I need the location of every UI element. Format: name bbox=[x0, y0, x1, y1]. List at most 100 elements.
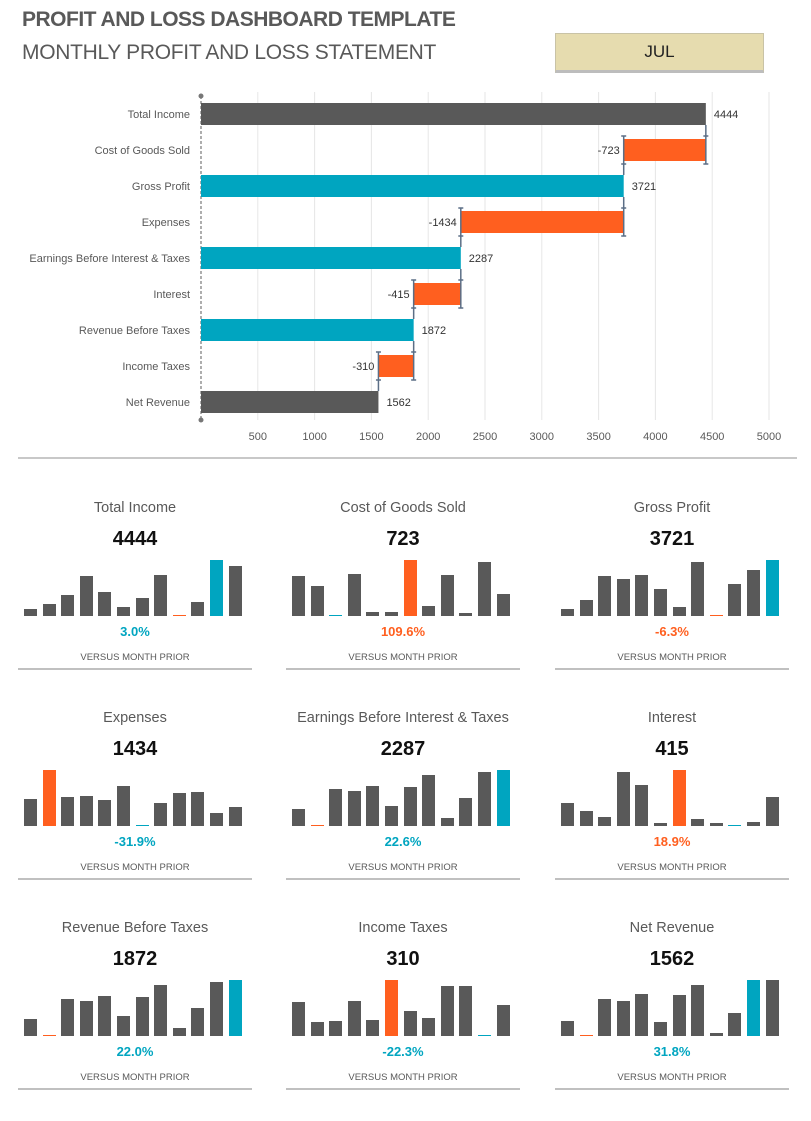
sparkline-bar bbox=[347, 1000, 361, 1036]
category-label: Gross Profit bbox=[132, 181, 190, 193]
kpi-sparkline bbox=[24, 770, 246, 826]
sparkline-bar bbox=[366, 786, 380, 826]
kpi-underline bbox=[286, 1088, 520, 1090]
sparkline-bar bbox=[672, 995, 686, 1036]
sparkline-bar bbox=[598, 576, 612, 616]
category-label: Income Taxes bbox=[122, 361, 190, 373]
sparkline-bar bbox=[310, 824, 324, 826]
kpi-value: 1562 bbox=[649, 948, 695, 970]
sparkline-bar bbox=[292, 809, 305, 826]
sparkline-bar bbox=[117, 786, 130, 826]
kpi-sparkline bbox=[292, 980, 514, 1036]
waterfall-bar bbox=[201, 391, 379, 413]
kpi-title: Interest bbox=[647, 710, 697, 726]
kpi-title: Earnings Before Interest & Taxes bbox=[297, 710, 509, 726]
kpi-underline bbox=[18, 878, 252, 880]
sparkline-bar bbox=[654, 823, 667, 826]
sparkline-bar bbox=[366, 612, 380, 616]
kpi-note: VERSUS MONTH PRIOR bbox=[348, 862, 458, 873]
sparkline-bar bbox=[765, 796, 779, 826]
sparkline-bar bbox=[440, 986, 454, 1036]
sparkline-bar bbox=[228, 980, 242, 1036]
kpi-sparkline bbox=[24, 560, 246, 616]
sparkline-bar bbox=[440, 575, 454, 616]
kpi-change: 3.0% bbox=[120, 624, 150, 639]
kpi-sparkline bbox=[561, 770, 783, 826]
kpi-sparkline bbox=[561, 980, 783, 1036]
sparkline-bar bbox=[210, 813, 223, 826]
kpi-note: VERSUS MONTH PRIOR bbox=[348, 1072, 458, 1083]
waterfall-bar bbox=[201, 247, 461, 269]
sparkline-bar bbox=[210, 982, 223, 1036]
sparkline-bar bbox=[728, 1013, 742, 1036]
sparkline-bar bbox=[154, 803, 168, 826]
kpi-panel: Cost of Goods Sold 723 109.6% VERSUS MONTH … bbox=[286, 500, 520, 700]
sparkline-bar bbox=[347, 574, 361, 616]
sparkline-bar bbox=[709, 1033, 723, 1036]
sparkline-bar bbox=[24, 1019, 37, 1036]
sparkline-bar bbox=[403, 786, 417, 826]
kpi-change: 18.9% bbox=[653, 834, 691, 849]
sparkline-bar bbox=[310, 1022, 324, 1036]
sparkline-bar bbox=[135, 824, 149, 826]
sparkline-bar bbox=[635, 994, 649, 1036]
kpi-panel: Income Taxes 310 -22.3% VERSUS MONTH PRIOR bbox=[286, 920, 520, 1120]
sparkline-bar bbox=[403, 560, 417, 616]
kpi-change: -6.3% bbox=[655, 624, 689, 639]
category-label: Net Revenue bbox=[126, 397, 190, 409]
sparkline-bar bbox=[616, 1000, 630, 1036]
sparkline-bar bbox=[210, 560, 223, 616]
sparkline-bar bbox=[191, 791, 205, 826]
sparkline-bar bbox=[765, 980, 779, 1036]
sparkline-bar bbox=[561, 1020, 574, 1036]
waterfall-bar bbox=[623, 139, 706, 161]
kpi-value: 2287 bbox=[380, 738, 426, 760]
axis-end-marker bbox=[198, 93, 204, 99]
x-tick-label: 5000 bbox=[757, 431, 781, 443]
sparkline-bar bbox=[672, 770, 686, 826]
category-label: Revenue Before Taxes bbox=[79, 325, 191, 337]
sparkline-bar bbox=[117, 1015, 130, 1036]
month-selector[interactable]: JUL bbox=[555, 33, 764, 73]
sparkline-bar bbox=[310, 585, 324, 616]
x-tick-label: 4000 bbox=[643, 431, 667, 443]
sparkline-bar bbox=[79, 795, 93, 826]
kpi-sparkline bbox=[292, 770, 514, 826]
sparkline-bar bbox=[478, 772, 491, 826]
sparkline-bar bbox=[561, 608, 574, 616]
kpi-note: VERSUS MONTH PRIOR bbox=[617, 652, 727, 663]
sparkline-bar bbox=[385, 805, 398, 826]
x-tick-label: 500 bbox=[249, 431, 267, 443]
sparkline-bar bbox=[347, 790, 361, 826]
sparkline-bar bbox=[691, 985, 705, 1036]
sparkline-bar bbox=[728, 824, 742, 826]
data-label: -1434 bbox=[429, 217, 457, 229]
kpi-note: VERSUS MONTH PRIOR bbox=[80, 1072, 190, 1083]
kpi-change: -22.3% bbox=[382, 1044, 424, 1059]
sparkline-bar bbox=[579, 599, 593, 616]
sparkline-bar bbox=[422, 775, 436, 826]
kpi-value: 723 bbox=[386, 528, 420, 550]
kpi-change: 109.6% bbox=[380, 624, 426, 639]
sparkline-bar bbox=[422, 1018, 436, 1036]
sparkline-bar bbox=[654, 589, 667, 616]
sparkline-bar bbox=[709, 614, 723, 616]
waterfall-bar bbox=[413, 283, 461, 305]
sparkline-bar bbox=[79, 1000, 93, 1036]
kpi-panel: Gross Profit 3721 -6.3% VERSUS MONTH PRIOR bbox=[555, 500, 789, 700]
sparkline-bar bbox=[24, 799, 37, 826]
category-label: Earnings Before Interest & Taxes bbox=[29, 253, 190, 265]
sparkline-bar bbox=[747, 822, 760, 826]
kpi-change: 22.6% bbox=[384, 834, 422, 849]
kpi-panel: Net Revenue 1562 31.8% VERSUS MONTH PRIOR bbox=[555, 920, 789, 1120]
sparkline-bar bbox=[329, 789, 343, 826]
kpi-value: 310 bbox=[386, 948, 420, 970]
axis-end-marker bbox=[198, 417, 204, 423]
category-label: Total Income bbox=[128, 109, 190, 121]
kpi-underline bbox=[555, 878, 789, 880]
category-label: Expenses bbox=[142, 217, 191, 229]
section-divider bbox=[18, 457, 797, 459]
sparkline-bar bbox=[292, 576, 305, 616]
kpi-value: 1434 bbox=[112, 738, 158, 760]
sparkline-bar bbox=[135, 598, 149, 616]
